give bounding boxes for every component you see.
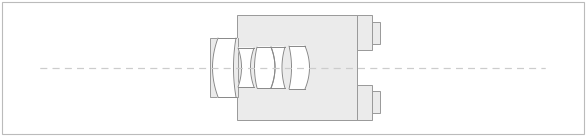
Polygon shape — [238, 48, 254, 87]
Polygon shape — [271, 47, 285, 88]
Polygon shape — [213, 38, 236, 97]
Bar — [210, 38, 238, 97]
Bar — [237, 15, 357, 120]
Bar — [357, 15, 372, 50]
Bar — [371, 23, 372, 44]
Bar — [372, 22, 380, 44]
Polygon shape — [289, 46, 309, 89]
Polygon shape — [254, 47, 275, 88]
Bar — [372, 91, 380, 113]
Bar — [371, 91, 372, 112]
Bar — [356, 16, 357, 50]
Bar — [237, 38, 238, 97]
Bar — [356, 85, 357, 119]
Bar — [357, 85, 372, 120]
